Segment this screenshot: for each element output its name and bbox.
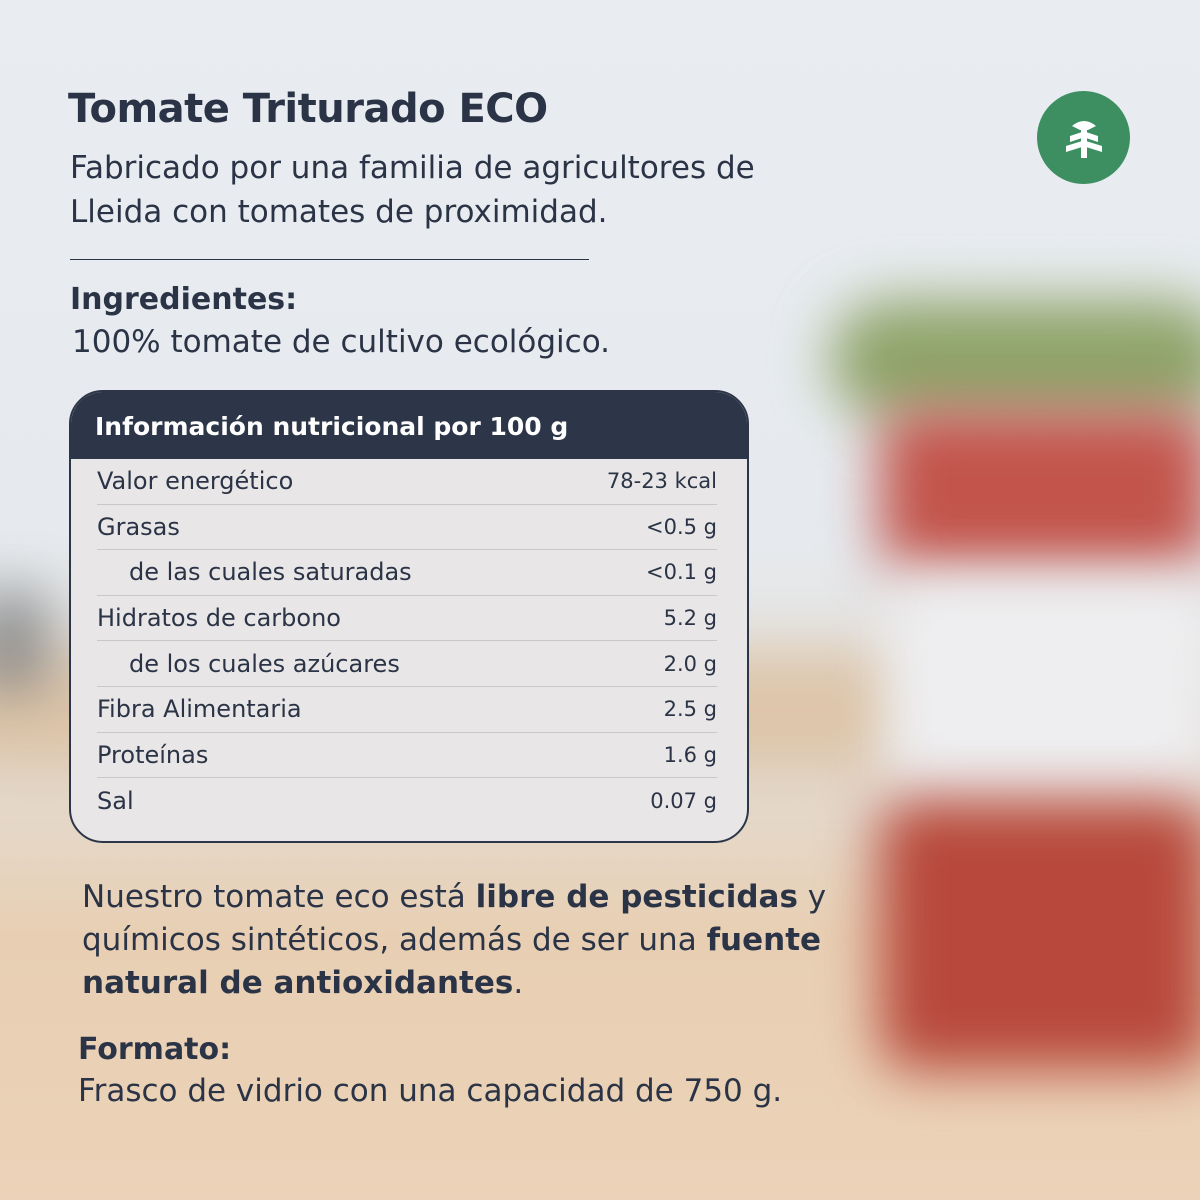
nutrient-value: <0.5 g [646,514,717,539]
description-text: . [513,965,524,1001]
nutrition-row: Sal 0.07 g [97,778,717,824]
nutrition-row: de los cuales azúcares 2.0 g [97,641,717,687]
background-object [0,590,50,690]
nutrition-row: Grasas <0.5 g [97,505,717,551]
nutrient-value: 5.2 g [663,606,717,631]
format-text: Frasco de vidrio con una capacidad de 75… [78,1073,783,1109]
description-text: y químicos sintéticos, además de ser una [82,879,827,958]
nutrition-row: Proteínas 1.6 g [97,733,717,779]
nutrient-name: de los cuales azúcares [129,649,400,678]
nutrient-name: Valor energético [97,467,294,496]
nutrient-name: Proteínas [97,740,209,769]
product-title: Tomate Triturado ECO [68,86,548,132]
format-heading: Formato: [78,1032,232,1067]
tree-icon [1065,120,1102,158]
nutrient-name: Sal [97,786,134,815]
description-bold: fuente natural de antioxidantes [82,922,822,1001]
nutrient-value: 78-23 kcal [606,469,717,494]
nutrient-value: 1.6 g [663,742,717,767]
nutrition-row: de las cuales saturadas <0.1 g [97,550,717,596]
jar-body-bottom [880,800,1200,1070]
nutrient-value: 2.5 g [663,697,717,722]
jar-label [890,580,1200,800]
divider [70,259,589,260]
nutrient-value: <0.1 g [646,560,717,585]
nutrient-name: de las cuales saturadas [129,558,412,587]
description-bold: libre de pesticidas [475,879,798,915]
ingredients-text: 100% tomate de cultivo ecológico. [72,324,610,360]
ingredients-heading: Ingredientes: [70,282,298,317]
description: Nuestro tomate eco está libre de pestici… [82,876,842,1005]
jar-body [880,410,1200,570]
description-text: Nuestro tomate eco está [82,879,476,915]
jar-lid [830,300,1200,420]
nutrition-row: Fibra Alimentaria 2.5 g [97,687,717,733]
nutrient-name: Grasas [97,512,180,541]
nutrition-row: Valor energético 78-23 kcal [97,459,717,505]
product-subtitle: Fabricado por una familia de agricultore… [70,150,755,230]
nutrient-name: Fibra Alimentaria [97,695,302,724]
nutrition-table: Información nutricional por 100 g Valor … [69,390,749,843]
nutrition-table-title: Información nutricional por 100 g [71,392,747,459]
nutrient-value: 0.07 g [650,788,717,813]
eco-badge [1037,91,1130,184]
nutrition-row: Hidratos de carbono 5.2 g [97,596,717,642]
nutrient-name: Hidratos de carbono [97,604,341,633]
nutrient-value: 2.0 g [663,651,717,676]
